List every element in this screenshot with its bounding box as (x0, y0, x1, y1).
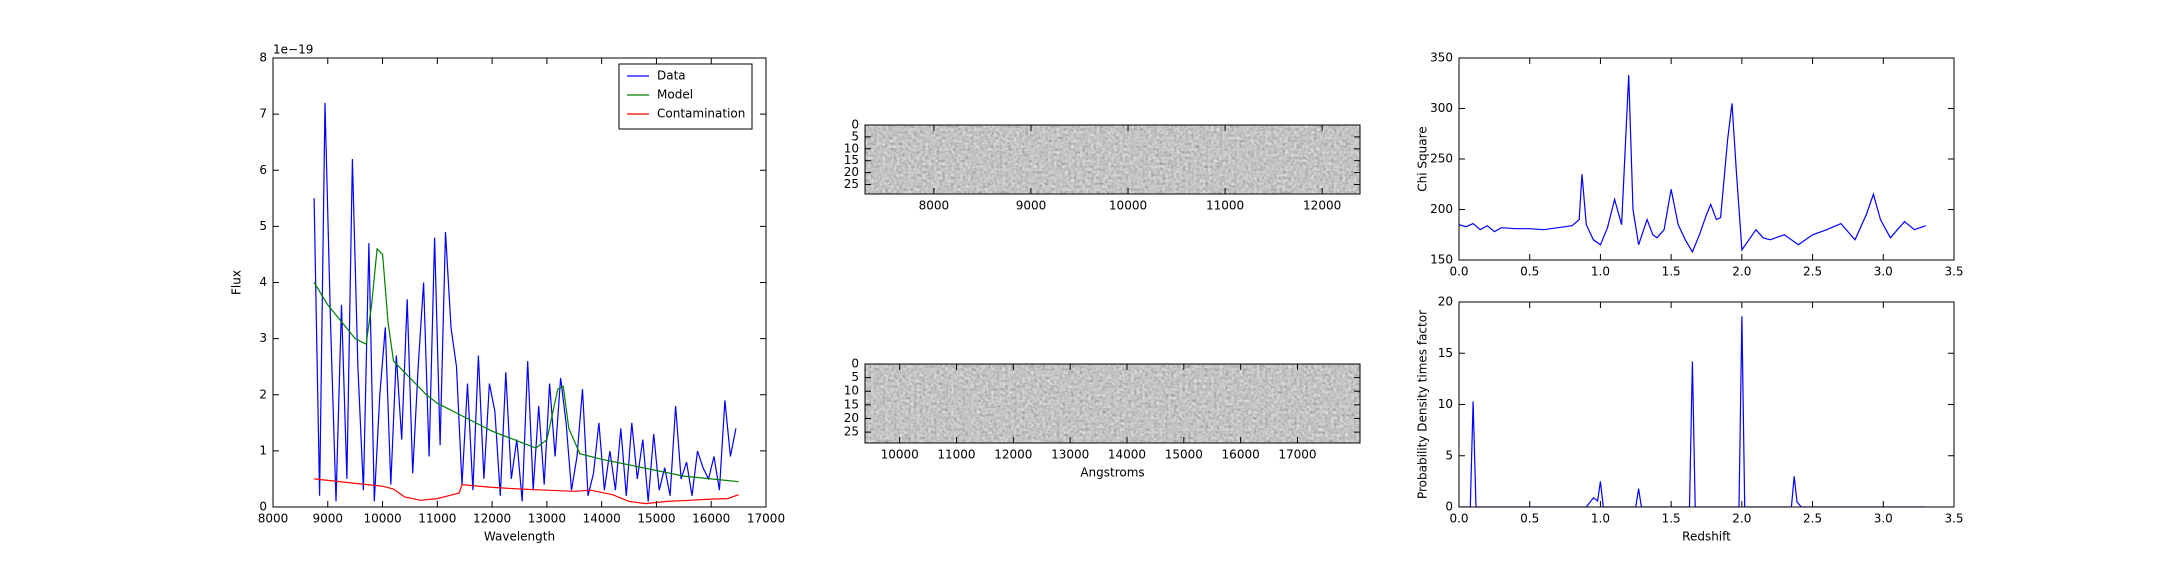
y-tick-label: 4 (259, 275, 267, 289)
x-tick-label: 15000 (637, 512, 675, 526)
x-tick-label: 10000 (1109, 199, 1147, 213)
y-tick-label: 10 (1438, 397, 1453, 411)
x-tick-label: 14000 (1108, 448, 1146, 462)
x-tick-label: 17000 (747, 512, 785, 526)
x-tick-label: 9000 (1016, 199, 1047, 213)
y-tick-label: 5 (1445, 448, 1453, 462)
x-tick-label: 11000 (937, 448, 975, 462)
y-tick-label: 200 (1430, 202, 1453, 216)
x-tick-label: 2.5 (1803, 512, 1822, 526)
x-tick-label: 3.5 (1944, 512, 1963, 526)
axes-frame (864, 124, 1361, 195)
x-tick-label: 3.5 (1944, 265, 1963, 279)
y-axis-label: Chi Square (1416, 126, 1430, 191)
x-tick-label: 0.0 (1449, 512, 1468, 526)
x-tick-label: 0.5 (1520, 512, 1539, 526)
x-tick-label: 0.0 (1449, 265, 1468, 279)
x-tick-label: 2.0 (1732, 512, 1751, 526)
axes-frame (1458, 57, 1955, 261)
legend-label: Data (657, 69, 686, 83)
offset-text: 1e−19 (273, 43, 313, 57)
y-tick-label: 150 (1430, 253, 1453, 267)
y-tick-label: 7 (259, 107, 267, 121)
x-tick-label: 1.0 (1591, 265, 1610, 279)
x-tick-label: 8000 (258, 512, 289, 526)
data-line (1459, 316, 1926, 507)
y-tick-label: 25 (844, 177, 859, 191)
y-tick-label: 6 (259, 163, 267, 177)
x-axis-label: Angstroms (1080, 466, 1144, 480)
x-tick-label: 10000 (881, 448, 919, 462)
y-tick-label: 20 (844, 411, 859, 425)
y-tick-label: 1 (259, 443, 267, 457)
x-tick-label: 10000 (363, 512, 401, 526)
x-tick-label: 11000 (1206, 199, 1244, 213)
y-tick-label: 2 (259, 387, 267, 401)
spectrum-image (865, 364, 1360, 443)
y-tick-label: 0 (851, 118, 859, 132)
data-line (313, 102, 737, 502)
y-tick-label: 15 (1438, 346, 1453, 360)
x-tick-label: 14000 (583, 512, 621, 526)
y-tick-label: 20 (1438, 295, 1453, 309)
y-tick-label: 15 (844, 153, 859, 167)
y-tick-label: 0 (259, 500, 267, 514)
data-line (314, 478, 739, 505)
x-tick-label: 0.5 (1520, 265, 1539, 279)
y-tick-label: 5 (259, 219, 267, 233)
x-tick-label: 13000 (1051, 448, 1089, 462)
y-tick-label: 5 (851, 129, 859, 143)
y-tick-label: 5 (851, 370, 859, 384)
legend-label: Contamination (657, 107, 745, 121)
x-tick-label: 1.5 (1662, 265, 1681, 279)
x-tick-label: 1.5 (1662, 512, 1681, 526)
x-tick-label: 16000 (692, 512, 730, 526)
x-tick-label: 15000 (1165, 448, 1203, 462)
y-tick-label: 25 (844, 425, 859, 439)
spectrum-image (865, 125, 1360, 194)
y-tick-label: 10 (844, 141, 859, 155)
axes-frame (1458, 301, 1955, 508)
axes-frame (864, 363, 1361, 444)
y-tick-label: 3 (259, 331, 267, 345)
x-tick-label: 13000 (528, 512, 566, 526)
x-tick-label: 3.0 (1874, 512, 1893, 526)
x-axis-label: Redshift (1682, 530, 1731, 544)
y-tick-label: 250 (1430, 152, 1453, 166)
x-tick-label: 16000 (1222, 448, 1260, 462)
y-axis-label: Flux (230, 270, 244, 295)
x-tick-label: 9000 (313, 512, 344, 526)
x-tick-label: 11000 (418, 512, 456, 526)
legend-label: Model (657, 88, 693, 102)
x-axis-label: Wavelength (484, 530, 555, 544)
x-tick-label: 12000 (994, 448, 1032, 462)
legend-box (618, 63, 753, 130)
y-tick-label: 300 (1430, 101, 1453, 115)
x-tick-label: 2.5 (1803, 265, 1822, 279)
x-tick-label: 2.0 (1732, 265, 1751, 279)
y-tick-label: 20 (844, 165, 859, 179)
y-tick-label: 10 (844, 384, 859, 398)
x-tick-label: 12000 (1303, 199, 1341, 213)
x-tick-label: 12000 (473, 512, 511, 526)
x-tick-label: 3.0 (1874, 265, 1893, 279)
y-tick-label: 0 (851, 357, 859, 371)
y-tick-label: 8 (259, 51, 267, 65)
x-tick-label: 8000 (919, 199, 950, 213)
x-tick-label: 1.0 (1591, 512, 1610, 526)
y-tick-label: 350 (1430, 51, 1453, 65)
y-tick-label: 0 (1445, 500, 1453, 514)
y-axis-label: Probability Density times factor (1416, 310, 1430, 499)
x-tick-label: 17000 (1278, 448, 1316, 462)
y-tick-label: 15 (844, 397, 859, 411)
data-line (1459, 75, 1926, 254)
data-line (313, 247, 739, 483)
